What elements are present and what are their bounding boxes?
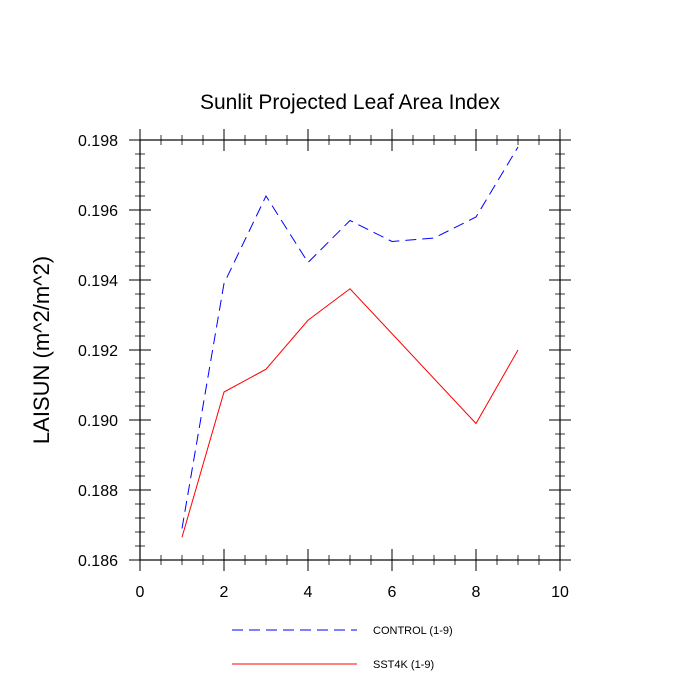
- legend: CONTROL (1-9) SST4K (1-9): [232, 625, 453, 671]
- minor-ticks: [135, 135, 565, 565]
- y-tick-labels: 0.186 0.188 0.190 0.192 0.194 0.196 0.198: [78, 133, 118, 570]
- y-tick-label: 0.194: [78, 273, 118, 290]
- x-tick-label: 4: [304, 584, 313, 601]
- y-tick-label: 0.186: [78, 553, 118, 570]
- y-tick-label: 0.192: [78, 343, 118, 360]
- y-axis-label: LAISUN (m^2/m^2): [29, 256, 54, 444]
- major-ticks: [129, 129, 571, 571]
- series-line-control: [181, 146, 519, 529]
- y-tick-label: 0.198: [78, 133, 118, 150]
- x-tick-labels: 0 2 4 6 8 10: [136, 584, 569, 601]
- legend-label: SST4K (1-9): [373, 659, 434, 671]
- chart-title: Sunlit Projected Leaf Area Index: [200, 91, 501, 114]
- x-tick-label: 2: [220, 584, 229, 601]
- y-tick-label: 0.188: [78, 483, 118, 500]
- x-tick-label: 6: [388, 584, 397, 601]
- x-tick-label: 8: [472, 584, 481, 601]
- plot-frame: [139, 139, 561, 561]
- x-tick-label: 10: [551, 584, 569, 601]
- y-tick-label: 0.196: [78, 203, 118, 220]
- x-tick-label: 0: [136, 584, 145, 601]
- series-lines: [181, 146, 519, 538]
- series-line-sst4k: [181, 288, 519, 538]
- y-tick-label: 0.190: [78, 413, 118, 430]
- legend-label: CONTROL (1-9): [373, 625, 453, 637]
